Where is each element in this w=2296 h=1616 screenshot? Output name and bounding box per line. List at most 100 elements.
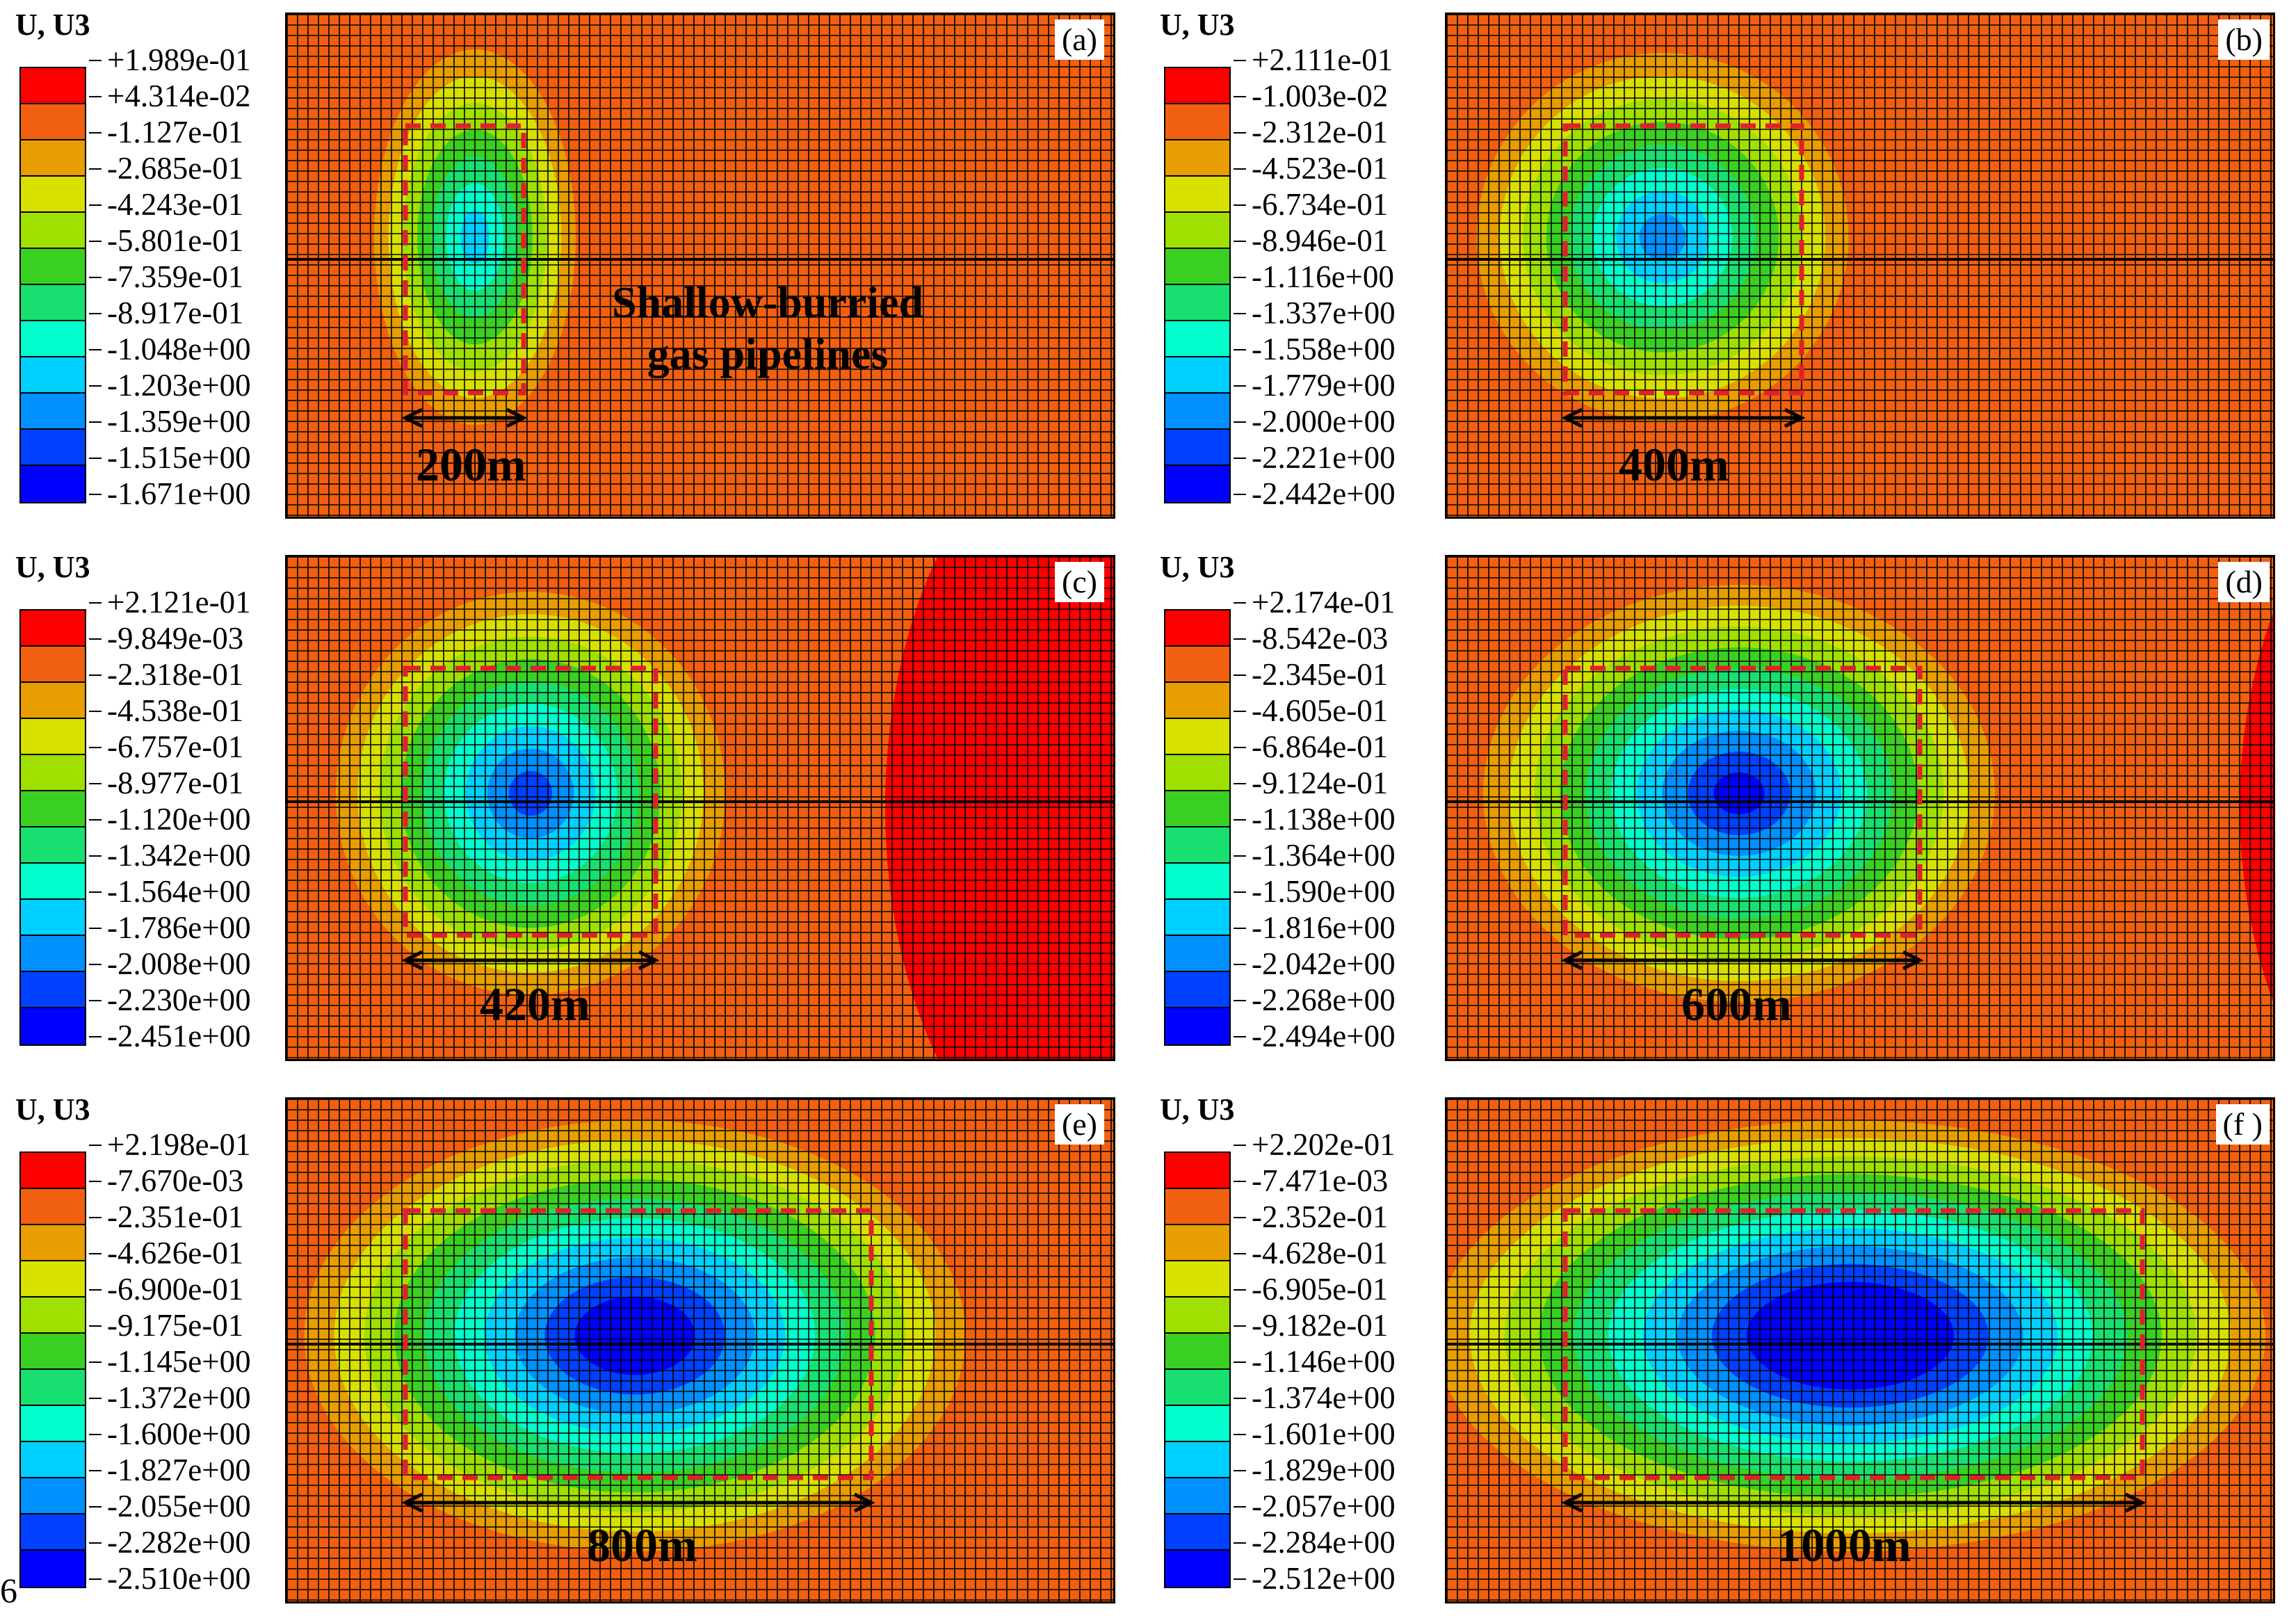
legend-swatch (1165, 1189, 1229, 1225)
legend-title: U, U3 (1160, 1092, 1235, 1126)
legend-level-label: -2.268e+00 (1234, 982, 1396, 1018)
legend-swatch (1165, 430, 1229, 466)
legend-swatch (21, 140, 85, 177)
legend-level-label: -1.816e+00 (1234, 910, 1396, 946)
dimension-arrow (401, 1492, 875, 1513)
legend-level-label: -2.510e+00 (89, 1560, 251, 1597)
legend-level-label: -1.120e+00 (89, 801, 251, 837)
subsidence-boundary (403, 1208, 874, 1480)
span-label: 420m (480, 978, 590, 1031)
legend-swatch (1165, 1478, 1229, 1514)
legend-title: U, U3 (15, 550, 90, 584)
annotation-line-2: gas pipelines (647, 328, 889, 378)
legend-swatch (21, 827, 85, 864)
legend-swatch (21, 791, 85, 827)
panel-b: U, U3 +2.111e-01 -1.003e-02 -2.312e-01 -4.5… (1145, 0, 2296, 528)
panel-letter: (e) (1054, 1104, 1104, 1145)
span-label: 400m (1619, 438, 1729, 491)
panel-c: U, U3 +2.121e-01 -9.849e-03 -2.318e-01 -4.5… (0, 542, 1140, 1071)
legend-color-bar (19, 1152, 86, 1588)
dimension-arrow (1561, 1492, 2147, 1513)
legend-swatch (1165, 1225, 1229, 1261)
legend-level-label: +2.121e-01 (89, 584, 251, 620)
legend-swatch (1165, 647, 1229, 683)
legend-swatch (1165, 864, 1229, 900)
span-label: 200m (416, 438, 526, 491)
panel-letter: (a) (1054, 19, 1104, 60)
legend-level-label: -4.628e-01 (1234, 1235, 1396, 1271)
panel-letter: (d) (2218, 562, 2270, 602)
legend-level-label: -7.670e-03 (89, 1163, 251, 1199)
legend-swatch (21, 611, 85, 647)
contour-plot (285, 555, 1115, 1061)
legend-swatch (21, 1551, 85, 1587)
fe-mesh (1447, 557, 2273, 1059)
legend-swatch (21, 1334, 85, 1370)
legend-level-label: +1.989e-01 (89, 42, 251, 78)
legend-level-label: -1.564e+00 (89, 873, 251, 910)
legend-swatch (1165, 1298, 1229, 1334)
legend-swatch (1165, 683, 1229, 719)
legend-swatch (21, 466, 85, 502)
legend-level-label: -1.003e-02 (1234, 78, 1396, 114)
legend-swatch (1165, 213, 1229, 249)
contour-plot (1445, 555, 2275, 1061)
legend-swatch (1165, 719, 1229, 755)
legend-swatch (1165, 936, 1229, 972)
legend-swatch (1165, 1406, 1229, 1442)
legend-swatch (1165, 1334, 1229, 1370)
legend-level-label: -6.864e-01 (1234, 729, 1396, 765)
legend-swatch (1165, 1370, 1229, 1406)
legend-level-label: +2.174e-01 (1234, 584, 1396, 620)
legend-swatch (21, 1370, 85, 1406)
legend-level-label: -2.000e+00 (1234, 403, 1396, 439)
contour-plot (1445, 13, 2275, 519)
high-band (885, 557, 1113, 1059)
legend-level-label: -9.175e-01 (89, 1307, 251, 1343)
legend-swatch (21, 972, 85, 1008)
legend-swatch (21, 357, 85, 394)
legend-color-bar (19, 609, 86, 1046)
legend-level-label: -2.284e+00 (1234, 1524, 1396, 1560)
legend-title: U, U3 (15, 1092, 90, 1126)
legend-level-label: -2.494e+00 (1234, 1018, 1396, 1054)
legend-swatch (1165, 394, 1229, 430)
legend-swatch (21, 1478, 85, 1514)
legend-swatch (1165, 1261, 1229, 1298)
legend-level-label: +2.111e-01 (1234, 42, 1396, 78)
contour-svg (287, 557, 1113, 1059)
legend-level-label: -1.146e+00 (1234, 1343, 1396, 1380)
legend-swatch (1165, 104, 1229, 140)
legend-level-label: -2.057e+00 (1234, 1488, 1396, 1524)
legend-level-label: -7.359e-01 (89, 259, 251, 295)
legend-level-label: -6.905e-01 (1234, 1271, 1396, 1307)
panel-letter: (b) (2218, 19, 2270, 60)
legend-swatch (21, 1514, 85, 1551)
span-label: 600m (1681, 978, 1792, 1031)
subsidence-boundary (403, 665, 658, 938)
legend-level-label: -5.801e-01 (89, 223, 251, 259)
legend-swatch (1165, 972, 1229, 1008)
annotation-line-1: Shallow-burried (612, 277, 924, 327)
legend-title: U, U3 (1160, 8, 1235, 42)
legend-level-label: -2.351e-01 (89, 1199, 251, 1235)
legend-color-bar (1164, 67, 1231, 503)
legend-level-label: -2.221e+00 (1234, 439, 1396, 476)
subsidence-boundary (1562, 665, 1923, 938)
contour-svg (1447, 15, 2273, 517)
legend-title: U, U3 (1160, 550, 1235, 584)
legend-level-label: -4.626e-01 (89, 1235, 251, 1271)
legend-labels: +2.174e-01 -8.542e-03 -2.345e-01 -4.605e-01… (1234, 584, 1396, 1054)
legend-labels: +1.989e-01 +4.314e-02 -1.127e-01 -2.685e-01… (89, 42, 251, 512)
legend-labels: +2.111e-01 -1.003e-02 -2.312e-01 -4.523e-01… (1234, 42, 1396, 512)
legend-level-label: +2.198e-01 (89, 1126, 251, 1163)
legend-swatch (21, 1225, 85, 1261)
legend-level-label: -1.829e+00 (1234, 1452, 1396, 1488)
legend-level-label: -2.512e+00 (1234, 1560, 1396, 1597)
legend-swatch (1165, 140, 1229, 177)
legend-swatch (1165, 357, 1229, 394)
legend-level-label: -1.374e+00 (1234, 1380, 1396, 1416)
legend-level-label: -2.352e-01 (1234, 1199, 1396, 1235)
legend-level-label: +4.314e-02 (89, 78, 251, 114)
span-label: 800m (587, 1519, 697, 1571)
